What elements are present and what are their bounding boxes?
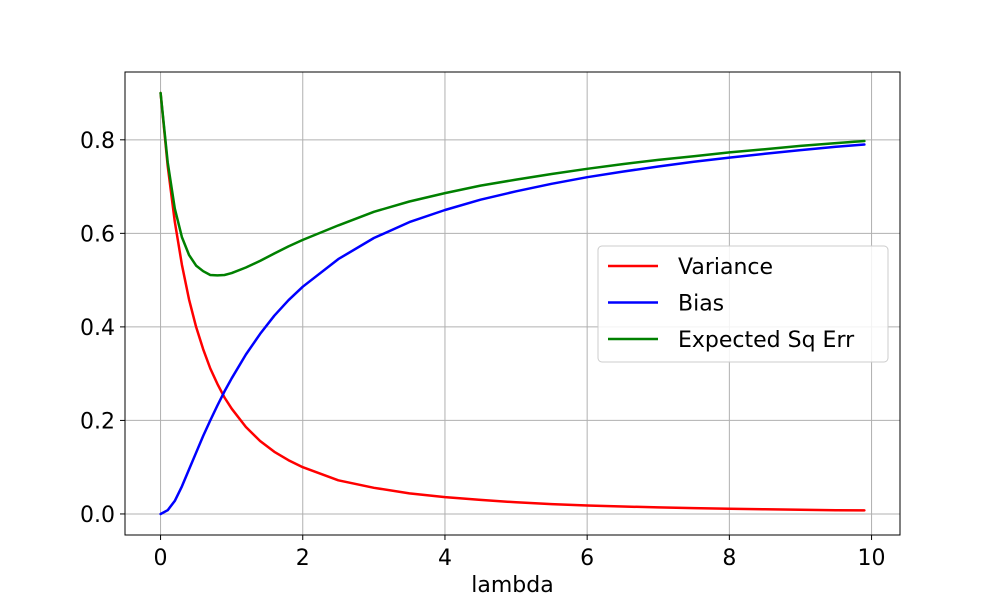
x-tick-label: 2 [296,546,310,571]
series-line-bias [159,143,866,516]
legend-label: Variance [678,255,773,280]
legend: Variance Bias Expected Sq Err [597,245,889,363]
legend-box [597,245,889,363]
x-tick-label: 10 [858,546,886,571]
y-tick-label: 0.0 [80,503,115,528]
legend-label: Expected Sq Err [678,328,855,353]
y-tick-label: 0.8 [80,129,115,154]
x-tick-label: 0 [154,546,168,571]
series-layer [159,91,866,516]
x-tick-label: 8 [722,546,736,571]
y-tick-label: 0.4 [80,316,115,341]
x-axis-label: lambda [471,573,553,598]
legend-label: Bias [678,292,724,317]
plot-frame [124,71,901,536]
y-axis: 0.0 0.2 0.4 0.6 0.8 [80,129,125,528]
series-line-expected-sq-err [159,91,866,277]
y-tick-label: 0.2 [80,409,115,434]
series-line-variance [159,91,866,512]
x-tick-label: 6 [580,546,594,571]
y-tick-label: 0.6 [80,222,115,247]
x-tick-label: 4 [438,546,452,571]
x-axis: 0 2 4 6 8 10 [154,535,886,571]
